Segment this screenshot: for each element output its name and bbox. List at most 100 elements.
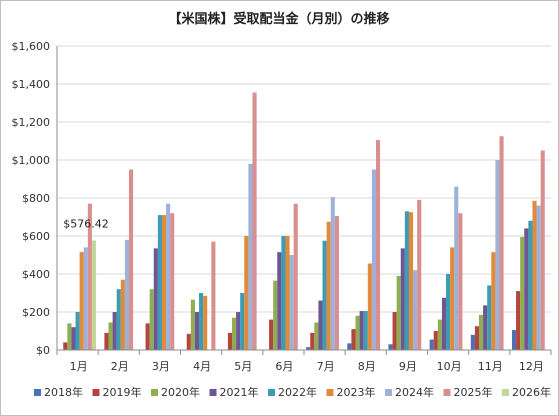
legend-item: 2023年 (326, 385, 376, 399)
bar-2024年-8月 (371, 169, 376, 350)
gridlines (57, 45, 551, 313)
bar-2019年-5月 (227, 332, 232, 350)
bar-2022年-9月 (404, 211, 409, 350)
data-label: $576.42 (63, 217, 109, 230)
bar-2018年-10月 (429, 339, 434, 350)
bars (63, 92, 545, 351)
bar-2025年-8月 (376, 140, 381, 350)
legend-item: 2022年 (268, 385, 317, 399)
bar-2024年-9月 (413, 270, 418, 350)
bar-2022年-10月 (446, 274, 451, 350)
bar-2025年-5月 (252, 92, 257, 351)
bar-2019年-1月 (63, 342, 68, 350)
bar-2021年-6月 (277, 252, 282, 350)
bar-2021年-7月 (318, 300, 323, 350)
bar-2018年-7月 (306, 347, 311, 350)
legend-item: 2026年 (502, 385, 551, 399)
bar-2020年-4月 (190, 299, 195, 350)
bar-2019年-11月 (474, 326, 479, 350)
bar-2019年-7月 (310, 332, 315, 350)
y-tick-label: $1,600 (12, 40, 51, 53)
bar-2020年-9月 (396, 275, 401, 350)
x-tick-label: 10月 (437, 360, 462, 373)
bar-2025年-10月 (458, 213, 463, 350)
x-axis-ticks: 1月 2月 3月 4月 5月 6月 7月 8月 9月 10月 11月 12月 (70, 360, 544, 373)
bar-2020年-5月 (232, 317, 237, 350)
bar-2021年-5月 (236, 312, 241, 350)
y-tick-label: $0 (36, 344, 50, 357)
x-tick-label: 3月 (152, 360, 170, 373)
bar-2020年-7月 (314, 322, 319, 350)
x-tick-label: 4月 (193, 360, 211, 373)
legend-swatch (443, 389, 451, 396)
legend-item: 2018年 (34, 385, 83, 399)
bar-2024年-6月 (289, 255, 294, 350)
bar-2025年-7月 (334, 216, 339, 350)
bar-2024年-10月 (454, 186, 459, 350)
bar-2022年-1月 (75, 312, 80, 350)
bar-2024年-3月 (166, 203, 171, 350)
bar-2019年-10月 (433, 331, 438, 350)
legend-swatch (151, 389, 158, 396)
legend-swatch (326, 389, 334, 396)
bar-2020年-8月 (355, 315, 360, 350)
x-tick-label: 1月 (70, 360, 88, 373)
bar-2021年-1月 (71, 327, 76, 350)
bar-2023年-2月 (120, 279, 125, 350)
x-tick-label: 2月 (111, 360, 129, 373)
y-tick-label: $1,000 (12, 154, 51, 167)
legend-item: 2020年 (151, 385, 200, 399)
bar-2023年-7月 (326, 221, 331, 350)
y-tick-label: $600 (22, 230, 50, 243)
bar-2025年-1月 (87, 203, 92, 350)
legend-label: 2018年 (44, 385, 83, 399)
bar-2022年-8月 (363, 311, 368, 350)
bar-2024年-7月 (330, 197, 335, 350)
bar-2024年-11月 (495, 160, 500, 350)
bar-2023年-5月 (244, 236, 249, 350)
y-axis-ticks: $0 $200 $400 $600 $800 $1,000 $1,200 $1,400 $1,6… (12, 40, 51, 357)
legend: 2018年 2019年 2020年 2021年 2022年 2023年 2024年 2025年… (34, 385, 551, 399)
bar-2022年-6月 (281, 236, 286, 350)
x-tick-label: 8月 (358, 360, 376, 373)
bar-2020年-6月 (273, 280, 278, 350)
bar-2022年-3月 (157, 215, 162, 350)
bar-2023年-8月 (367, 263, 372, 350)
bar-2024年-5月 (248, 163, 253, 350)
bar-2022年-4月 (199, 293, 204, 350)
x-tick-label: 9月 (399, 360, 417, 373)
bar-2022年-2月 (116, 289, 121, 350)
bar-2021年-9月 (400, 248, 405, 350)
legend-label: 2019年 (103, 385, 142, 399)
bar-2019年-3月 (145, 323, 150, 350)
legend-label: 2026年 (512, 385, 551, 399)
bar-2020年-3月 (149, 289, 154, 350)
legend-label: 2024年 (395, 385, 434, 399)
bar-2025年-6月 (293, 203, 298, 350)
legend-swatch (502, 389, 509, 396)
bar-2025年-2月 (129, 169, 134, 350)
bar-2022年-5月 (240, 293, 245, 350)
bar-2021年-4月 (194, 312, 200, 350)
bar-2021年-2月 (112, 312, 117, 350)
legend-item: 2021年 (209, 385, 259, 399)
bar-2022年-7月 (322, 240, 327, 350)
bar-2024年-1月 (83, 247, 88, 350)
bar-2023年-9月 (408, 212, 414, 350)
x-tick-label: 11月 (478, 360, 503, 373)
bar-2026年-1月 (91, 240, 97, 350)
bar-2025年-3月 (170, 213, 175, 350)
bar-2020年-1月 (67, 323, 72, 350)
bar-2021年-10月 (441, 297, 447, 350)
bar-2019年-2月 (104, 332, 109, 350)
x-tick-label: 5月 (234, 360, 252, 373)
bar-2018年-11月 (470, 334, 475, 350)
legend-label: 2023年 (337, 385, 376, 399)
y-tick-label: $200 (22, 306, 50, 319)
legend-label: 2021年 (220, 385, 259, 399)
bar-2022年-11月 (487, 285, 492, 350)
bar-2023年-10月 (450, 247, 455, 350)
bar-2023年-1月 (79, 252, 84, 350)
